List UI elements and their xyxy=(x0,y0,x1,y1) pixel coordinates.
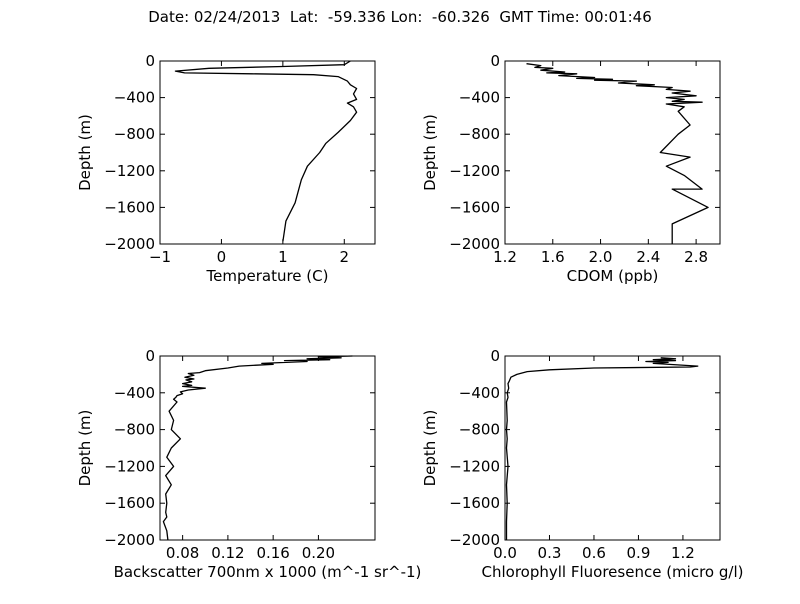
y-tick-label: −1200 xyxy=(104,162,155,180)
panel-chlorophyll: 0.0 0.3 0.6 0.9 1.2 0 −400 −800 −1200 −1600 −2000 C… xyxy=(421,347,743,581)
y-tick-label: 0 xyxy=(490,52,500,70)
y-tick-label: −800 xyxy=(114,125,155,143)
axes-frame xyxy=(159,355,376,541)
y-tick-label: 0 xyxy=(490,347,500,365)
y-tick-label: −400 xyxy=(114,384,155,402)
panel-temperature: −1 0 1 2 0 −400 −800 −1200 −1600 −2000 Temperature… xyxy=(76,52,376,285)
x-tick-label: −1 xyxy=(149,248,171,266)
x-axis-label: CDOM (ppb) xyxy=(567,267,659,285)
x-tick-label: 2 xyxy=(340,248,350,266)
x-axis-label: Backscatter 700nm x 1000 (m^-1 sr^-1) xyxy=(114,563,422,581)
y-tick-label: −800 xyxy=(459,125,500,143)
y-axis-label: Depth (m) xyxy=(421,410,439,487)
x-tick-label: 0.9 xyxy=(627,544,651,562)
y-tick-label: −800 xyxy=(114,421,155,439)
x-tick-label: 0.12 xyxy=(211,544,244,562)
x-tick-label: 1 xyxy=(278,248,288,266)
x-tick-label: 2.4 xyxy=(636,248,660,266)
y-axis-label: Depth (m) xyxy=(76,410,94,487)
figure-title: Date: 02/24/2013 Lat: -59.336 Lon: -60.3… xyxy=(148,8,652,26)
y-axis-label: Depth (m) xyxy=(421,114,439,191)
y-tick-label: −2000 xyxy=(104,235,155,253)
y-tick-label: −1600 xyxy=(104,198,155,216)
y-tick-label: −2000 xyxy=(104,531,155,549)
panel-cdom: 1.2 1.6 2.0 2.4 2.8 0 −400 −800 −1200 −1600 −2000 C… xyxy=(421,52,721,285)
series-line xyxy=(505,357,699,540)
series-line xyxy=(174,60,358,242)
x-tick-label: 0.3 xyxy=(538,544,562,562)
x-axis-label: Chlorophyll Fluoresence (micro g/l) xyxy=(482,563,744,581)
y-tick-label: −1200 xyxy=(104,457,155,475)
x-tick-label: 0.08 xyxy=(166,544,199,562)
panel-backscatter: 0.08 0.12 0.16 0.20 0 −400 −800 −1200 −1600 −2000… xyxy=(76,347,421,581)
y-tick-label: −2000 xyxy=(449,531,500,549)
y-tick-label: −400 xyxy=(114,89,155,107)
y-tick-label: −400 xyxy=(459,384,500,402)
x-tick-label: 0.6 xyxy=(582,544,606,562)
y-tick-label: −1200 xyxy=(449,457,500,475)
x-tick-label: 1.2 xyxy=(493,248,517,266)
y-tick-label: −400 xyxy=(459,89,500,107)
axes-frame xyxy=(159,60,376,245)
y-tick-label: 0 xyxy=(145,52,155,70)
axes-frame xyxy=(504,355,721,541)
series-line xyxy=(162,355,353,541)
y-tick-label: 0 xyxy=(145,347,155,365)
y-tick-label: −1600 xyxy=(449,494,500,512)
y-tick-label: −2000 xyxy=(449,235,500,253)
x-tick-label: 0.0 xyxy=(493,544,517,562)
x-tick-label: 0 xyxy=(217,248,227,266)
axes-frame xyxy=(504,60,721,245)
x-tick-label: 1.6 xyxy=(541,248,565,266)
y-axis-label: Depth (m) xyxy=(76,114,94,191)
x-tick-label: 0.16 xyxy=(256,544,289,562)
y-tick-label: −1600 xyxy=(104,494,155,512)
x-axis-label: Temperature (C) xyxy=(206,267,329,285)
series-line xyxy=(526,63,709,244)
y-tick-label: −800 xyxy=(459,421,500,439)
x-tick-label: 2.0 xyxy=(589,248,613,266)
x-tick-label: 2.8 xyxy=(684,248,708,266)
y-tick-label: −1200 xyxy=(449,162,500,180)
x-tick-label: 0.20 xyxy=(302,544,335,562)
x-tick-label: 1.2 xyxy=(671,544,695,562)
y-tick-label: −1600 xyxy=(449,198,500,216)
